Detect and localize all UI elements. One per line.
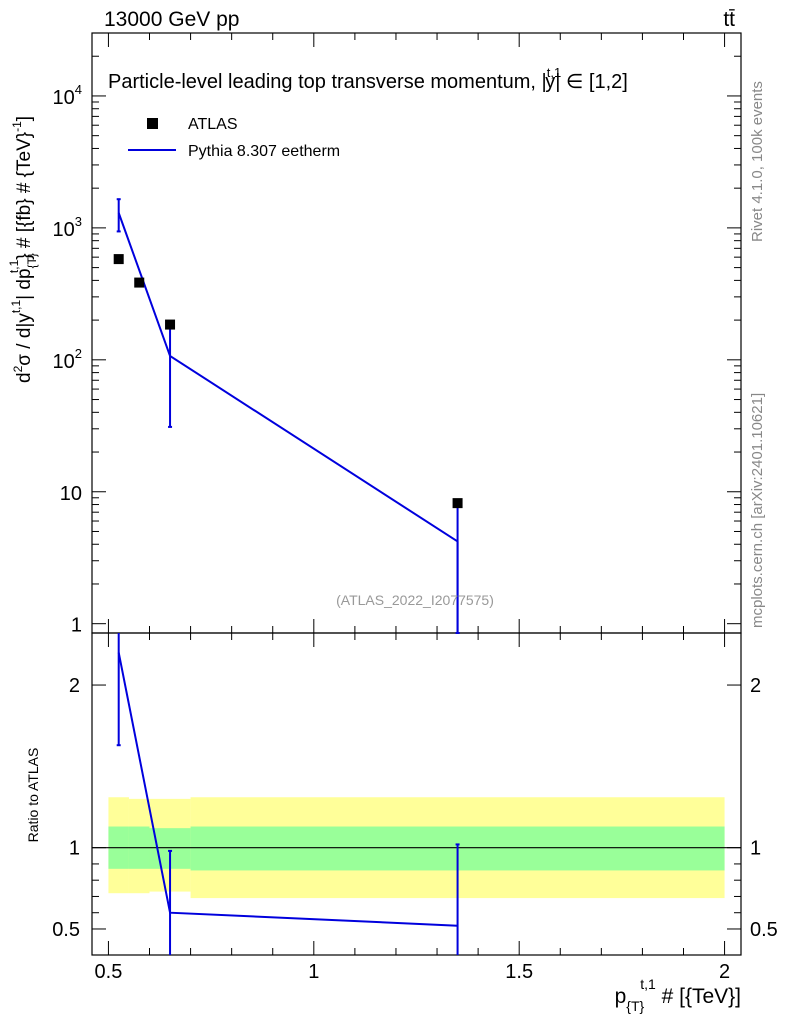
atlas-data-point [113, 254, 124, 265]
x-tick-label-3: 2 [719, 961, 730, 983]
main-y-tick-label-1: 10 [60, 483, 82, 505]
x-tick-label-1: 1 [308, 961, 319, 983]
analysis-watermark: (ATLAS_2022_I2077575) [336, 592, 494, 608]
main-y-tick-label-0: 1 [71, 615, 82, 637]
ratio-plot-frame [91, 632, 742, 956]
plot-title-y: y [545, 71, 555, 93]
x-tick-label-0: 0.5 [95, 961, 123, 983]
legend-atlas-marker [147, 118, 158, 129]
x-tick-label-2: 1.5 [505, 961, 533, 983]
ratio-y-tick-label-right-1: 1 [750, 838, 761, 860]
ratio-y-tick-label-0: 0.5 [52, 919, 80, 941]
atlas-data-point [134, 277, 145, 288]
ratio-y-axis-label: Ratio to ATLAS [25, 748, 41, 843]
process-label: tt̄ [723, 8, 735, 31]
x-axis-label: p{T}t,1 # [{TeV}] [615, 976, 741, 1014]
ratio-plot-data [116, 633, 460, 955]
ratio-axis-ticks: 0.5 0.5 1 1 2 2 0.5 1 1.5 2 [52, 633, 778, 983]
plot-title-main: Particle-level leading top transverse mo… [108, 71, 547, 93]
main-y-axis-label: d2σ / d|yt,1| dp{T}t,1} # [{fb} # {TeV}-… [7, 116, 39, 383]
legend-atlas-label: ATLAS [188, 116, 238, 133]
ratio-y-tick-label-2: 2 [69, 675, 80, 697]
atlas-data-point [452, 498, 463, 509]
rivet-version-label: Rivet 4.1.0, 100k events [749, 81, 766, 242]
plot-title-sup: t,1 [547, 65, 561, 80]
main-axis-ticks: 1 10 102 103 104 [53, 32, 741, 637]
main-plot-data [113, 198, 463, 634]
plot-title: Particle-level leading top transverse mo… [108, 65, 628, 93]
mcplots-reference-label: mcplots.cern.ch [arXiv:2401.10621] [749, 393, 766, 628]
legend-pythia-label: Pythia 8.307 eetherm [188, 143, 340, 160]
main-y-tick-label-2: 102 [53, 346, 82, 373]
main-y-tick-label-3: 103 [53, 214, 82, 241]
atlas-data-point [165, 319, 176, 330]
legend: ATLAS Pythia 8.307 eetherm [128, 116, 340, 160]
ratio-y-tick-label-1: 1 [69, 838, 80, 860]
ratio-y-tick-label-right-0: 0.5 [750, 919, 778, 941]
ratio-y-tick-label-right-2: 2 [750, 675, 761, 697]
main-y-tick-label-4: 104 [53, 82, 82, 109]
plot-title-tail: | ∈ [1,2] [555, 71, 628, 93]
energy-label: 13000 GeV pp [104, 8, 239, 31]
